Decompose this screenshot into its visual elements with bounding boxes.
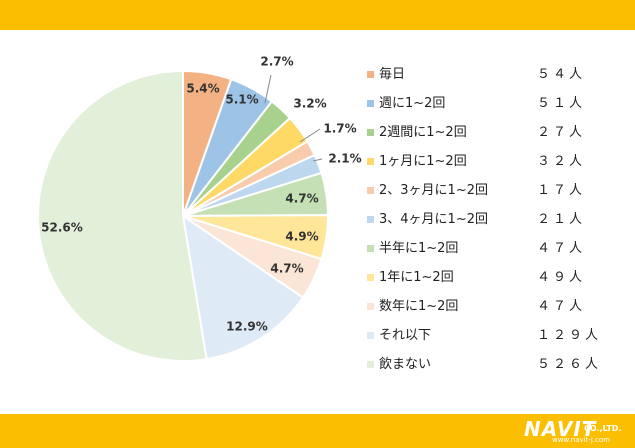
legend-swatch xyxy=(367,71,374,78)
legend-item: それ以下 １２９人 xyxy=(367,325,617,354)
legend-label: 1ヶ月に1~2回 xyxy=(379,154,467,169)
legend-count: ５１人 xyxy=(537,96,586,111)
legend-item: 毎日 ５４人 xyxy=(367,64,617,93)
logo-word: NAVIT xyxy=(524,417,597,441)
legend-swatch xyxy=(367,361,374,368)
top-banner xyxy=(0,0,635,30)
legend-swatch xyxy=(367,100,374,107)
leader-line xyxy=(264,74,272,104)
legend-count: １７人 xyxy=(537,183,586,198)
legend-item: 2週間に1~2回 ２７人 xyxy=(367,122,617,151)
legend-swatch xyxy=(367,303,374,310)
slice-value-label: 5.1% xyxy=(225,93,258,107)
logo-url: www.navit-j.com xyxy=(552,436,610,444)
legend-label: それ以下 xyxy=(379,328,432,343)
legend-swatch xyxy=(367,158,374,165)
legend-count: ４７人 xyxy=(537,241,586,256)
legend-swatch xyxy=(367,216,374,223)
legend-item: 半年に1~2回 ４７人 xyxy=(367,238,617,267)
legend-item: 1年に1~2回 ４９人 xyxy=(367,267,617,296)
pie-slice xyxy=(37,69,208,362)
legend-count: ３２人 xyxy=(537,154,586,169)
slice-value-label: 1.7% xyxy=(323,122,356,136)
slice-value-label: 3.2% xyxy=(293,97,326,111)
navit-logo: NAVIT CO.,LTD. www.navit-j.com xyxy=(520,416,630,446)
legend-label: 数年に1~2回 xyxy=(379,299,459,314)
legend-label: 1年に1~2回 xyxy=(379,270,454,285)
legend-swatch xyxy=(367,332,374,339)
legend-count: ２１人 xyxy=(537,212,586,227)
legend-item: 2、3ヶ月に1~2回 １７人 xyxy=(367,180,617,209)
slice-value-label: 4.9% xyxy=(285,230,318,244)
legend-swatch xyxy=(367,187,374,194)
legend-label: 3、4ヶ月に1~2回 xyxy=(379,212,488,227)
legend-label: 2、3ヶ月に1~2回 xyxy=(379,183,488,198)
slice-value-label: 2.1% xyxy=(328,152,361,166)
legend-count: ５２６人 xyxy=(537,357,602,372)
legend-label: 2週間に1~2回 xyxy=(379,125,467,140)
legend-count: ２７人 xyxy=(537,125,586,140)
legend-item: 週に1~2回 ５１人 xyxy=(367,93,617,122)
pie-chart: 5.4% 5.1% 2.7% 3.2% 1.7% 2.1% 4.7% 4.9% 4.7% 12.9… xyxy=(37,55,362,362)
logo-suffix: CO.,LTD. xyxy=(584,424,622,433)
legend-item: 3、4ヶ月に1~2回 ２１人 xyxy=(367,209,617,238)
slice-value-label: 52.6% xyxy=(41,221,83,235)
leader-line xyxy=(299,128,321,143)
leader-line xyxy=(312,158,323,162)
legend-count: ５４人 xyxy=(537,67,586,82)
slice-value-label: 4.7% xyxy=(270,262,303,276)
bottom-banner xyxy=(0,414,635,448)
slice-value-label: 4.7% xyxy=(285,192,318,206)
legend-count: ４７人 xyxy=(537,299,586,314)
legend-label: 毎日 xyxy=(379,67,406,82)
slice-value-label: 12.9% xyxy=(226,320,268,334)
legend-label: 飲まない xyxy=(379,357,432,372)
legend-count: １２９人 xyxy=(537,328,602,343)
slice-value-label: 5.4% xyxy=(186,82,219,96)
pie-slice xyxy=(181,213,305,361)
legend-item: 1ヶ月に1~2回 ３２人 xyxy=(367,151,617,180)
legend-label: 半年に1~2回 xyxy=(379,241,459,256)
legend-swatch xyxy=(367,129,374,136)
slice-value-label: 2.7% xyxy=(260,55,293,69)
legend-count: ４９人 xyxy=(537,270,586,285)
legend-item: 飲まない ５２６人 xyxy=(367,354,617,383)
legend-item: 数年に1~2回 ４７人 xyxy=(367,296,617,325)
legend-swatch xyxy=(367,274,374,281)
chart-legend: 毎日 ５４人週に1~2回 ５１人 2週間に1~2回 ２７人 1ヶ月に1~2回 ３２人 2、3ヶ… xyxy=(367,64,617,383)
legend-swatch xyxy=(367,245,374,252)
legend-label: 週に1~2回 xyxy=(379,96,446,111)
